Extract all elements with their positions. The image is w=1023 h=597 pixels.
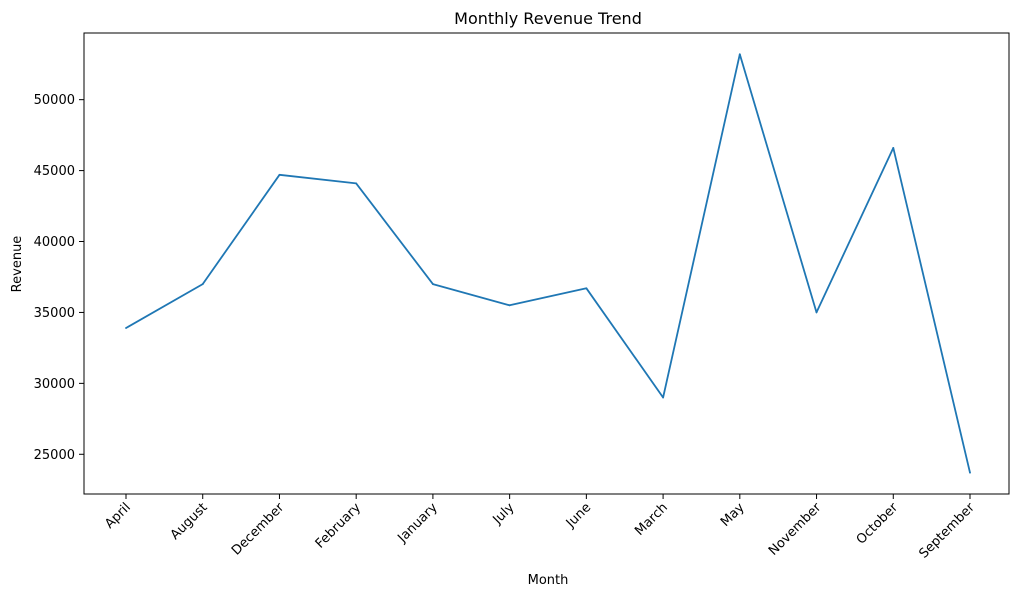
x-tick-label: March — [632, 500, 671, 539]
x-tick-label: September — [916, 500, 978, 562]
y-tick-label: 45000 — [34, 164, 75, 179]
data-point — [278, 173, 281, 176]
data-point — [662, 396, 664, 399]
data-point — [355, 182, 358, 185]
x-tick-label: December — [229, 500, 288, 559]
data-point — [201, 283, 204, 285]
x-tick-label: April — [102, 500, 134, 532]
data-point — [585, 287, 588, 290]
data-point — [969, 471, 971, 474]
y-tick-label: 35000 — [34, 306, 75, 321]
data-point — [432, 283, 434, 285]
data-point — [738, 53, 741, 56]
x-tick-label: August — [168, 500, 211, 543]
data-point — [815, 311, 818, 314]
series-layer — [125, 53, 971, 474]
x-tick-label: May — [718, 500, 748, 530]
chart-title: Monthly Revenue Trend — [454, 9, 642, 28]
plot-area — [83, 32, 1010, 495]
y-tick-label: 25000 — [34, 448, 75, 463]
x-axis-label: Month — [528, 573, 569, 588]
x-tick-label: February — [313, 500, 365, 552]
y-tick-label: 50000 — [34, 93, 75, 108]
x-tick-label: June — [563, 500, 594, 531]
x-tick-label: January — [395, 500, 441, 546]
data-point — [125, 327, 127, 329]
x-tick-label: November — [766, 500, 825, 559]
x-tick-label: October — [854, 500, 902, 548]
data-point — [892, 146, 895, 149]
data-point — [508, 304, 511, 307]
series-line — [125, 53, 971, 473]
y-tick-label: 40000 — [34, 235, 75, 250]
x-tick-label: July — [490, 500, 518, 528]
y-tick-label: 30000 — [34, 377, 75, 392]
plot-frame — [83, 32, 1010, 495]
y-axis-label: Revenue — [10, 236, 25, 293]
x-axis: April August December February January July Ju… — [102, 494, 978, 562]
y-axis: 25000 30000 35000 40000 45000 50000 — [34, 93, 84, 463]
